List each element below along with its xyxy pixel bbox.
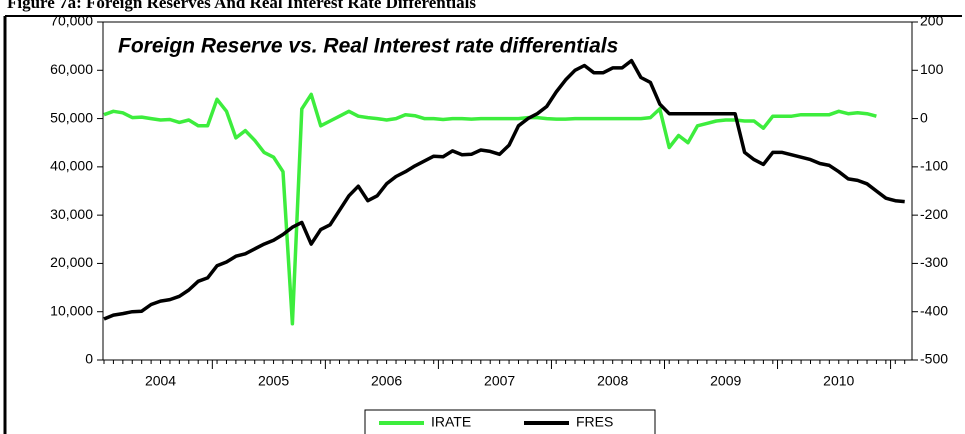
y-tick-label: 30,000 bbox=[50, 206, 93, 222]
y-tick-label: 50,000 bbox=[50, 109, 93, 125]
x-tick-label: 2004 bbox=[145, 373, 176, 389]
y-tick-label: 40,000 bbox=[50, 158, 93, 174]
y2-tick-label: 100 bbox=[920, 61, 944, 77]
y-tick-label: 20,000 bbox=[50, 254, 93, 270]
series-line bbox=[103, 58, 905, 321]
y2-tick-label: -400 bbox=[920, 302, 948, 318]
y-tick-label: 70,000 bbox=[50, 13, 93, 29]
x-tick-label: 2007 bbox=[484, 373, 515, 389]
y2-tick-label: 0 bbox=[920, 109, 928, 125]
figure-title: Figure 7a: Foreign Reserves And Real Int… bbox=[7, 0, 476, 12]
y2-tick-label: 200 bbox=[920, 13, 944, 29]
x-tick-label: 2005 bbox=[258, 373, 289, 389]
x-tick-label: 2010 bbox=[823, 373, 854, 389]
x-tick-label: 2006 bbox=[371, 373, 402, 389]
x-tick-label: 2008 bbox=[597, 373, 628, 389]
y-tick-label: 10,000 bbox=[50, 302, 93, 318]
y-tick-label: 60,000 bbox=[50, 61, 93, 77]
series-line bbox=[103, 92, 877, 326]
chart-title: Foreign Reserve vs. Real Interest rate d… bbox=[118, 35, 618, 58]
y2-tick-label: -300 bbox=[920, 254, 948, 270]
y2-tick-label: -100 bbox=[920, 158, 948, 174]
y2-tick-label: -200 bbox=[920, 206, 948, 222]
legend-label: IRATE bbox=[431, 414, 471, 430]
plot-area bbox=[102, 21, 913, 361]
y2-tick-label: -500 bbox=[920, 351, 948, 367]
x-tick-label: 2009 bbox=[710, 373, 741, 389]
legend-label: FRES bbox=[576, 414, 613, 430]
y-tick-label: 0 bbox=[85, 351, 93, 367]
